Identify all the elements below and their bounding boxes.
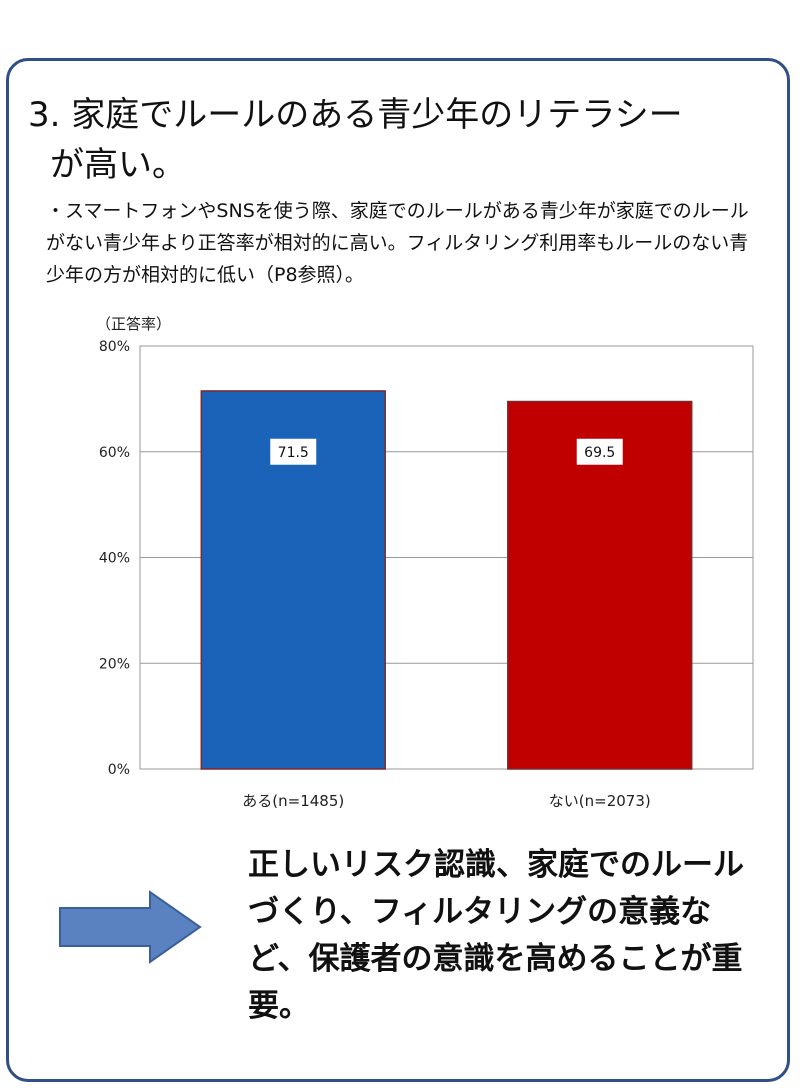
title-line-1: 3. 家庭でルールのある青少年のリテラシー [28,95,683,135]
x-tick-label: ある(n=1485) [242,792,344,810]
page-title: 3. 家庭でルールのある青少年のリテラシー が高い。 [28,90,768,190]
data-label-box [270,438,317,465]
plot-area-border [139,345,754,770]
x-tick-label: ない(n=2073) [549,792,651,810]
y-tick-label: 80% [99,339,130,355]
data-label: 71.5 [278,445,309,461]
y-tick-label: 40% [99,551,130,567]
x-tick-labels: ある(n=1485) ない(n=2073) [242,792,650,810]
description-text: ・スマートフォンやSNSを使う際、家庭でのルールがある青少年が家庭でのルールがな… [46,200,749,286]
data-label: 69.5 [584,445,615,461]
y-tick-label: 0% [108,762,130,778]
y-tick-labels: 0% 20% 40% 60% 80% [99,339,130,778]
y-tick-label: 20% [99,656,130,672]
bar-chart: （正答率） 0% 20% 40% 60% 80% 71.5 69.5 ある(n=1485)… [96,315,754,810]
y-tick-label: 60% [99,445,130,461]
data-label-box [576,438,623,465]
bars: 71.5 69.5 [200,390,693,770]
y-axis-label: （正答率） [96,315,171,333]
title-line-2: が高い。 [50,145,186,185]
right-arrow-icon [59,890,202,964]
conclusion-text: 正しいリスク認識、家庭でのルールづくり、フィルタリングの意義など、保護者の意識を… [248,847,744,1024]
